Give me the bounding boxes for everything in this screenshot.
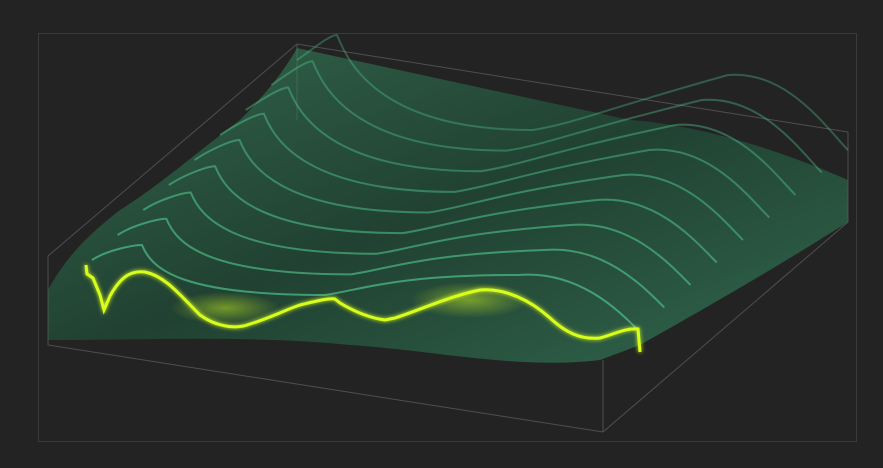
waterfall-viewport[interactable] [38,33,857,442]
spectrum-slice [142,191,692,286]
spectrum-slice [219,112,770,219]
surface-body [48,48,848,363]
spectrum-slice [117,217,665,309]
spectrum-slice [91,243,639,331]
spectrum-slice [296,33,849,151]
active-spectrum-line [84,264,642,353]
spectrum-slice [168,165,718,264]
spectrum-slice [245,86,797,196]
bounding-box-front [47,221,849,433]
active-glow-right [410,282,530,318]
spectrum-slice [270,60,823,174]
spectrum-slice [193,138,744,241]
active-glow-left [170,292,280,324]
